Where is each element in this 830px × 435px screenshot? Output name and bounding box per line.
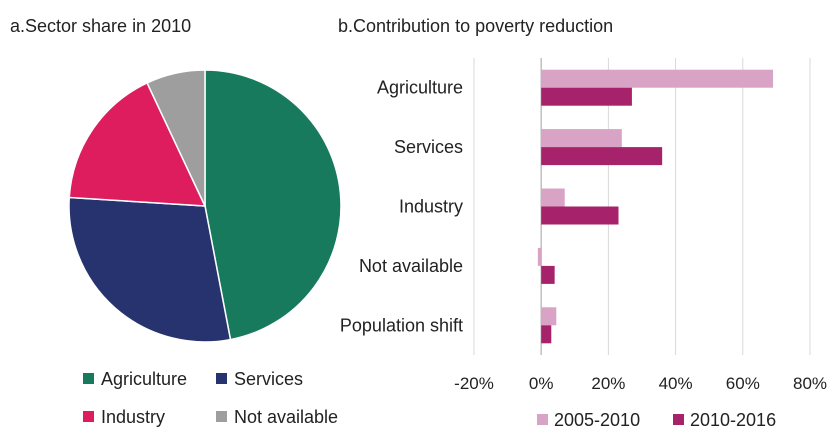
category-label-not-available: Not available — [359, 256, 463, 276]
pie-slices — [68, 69, 342, 343]
pie-legend: Agriculture Services Industry Not available — [83, 369, 338, 427]
bar-legend-label-2010-2016: 2010-2016 — [690, 410, 776, 430]
category-label-agriculture: Agriculture — [377, 78, 463, 98]
category-label-industry: Industry — [399, 197, 463, 217]
pie-legend-label-industry: Industry — [101, 407, 165, 427]
pie-slice-agriculture — [204, 69, 342, 341]
pie-legend-swatch-agriculture — [83, 373, 94, 384]
pie-title: a.Sector share in 2010 — [10, 16, 191, 36]
bar-legend-swatch-2010-2016 — [673, 414, 684, 425]
pie-legend-label-services: Services — [234, 369, 303, 389]
pie-legend-swatch-industry — [83, 411, 94, 422]
bar-2005-2010-not-available — [537, 247, 542, 266]
x-tick-label: 0% — [529, 374, 554, 393]
bar-marks — [537, 69, 774, 344]
bar-2010-2016-population-shift — [541, 325, 552, 344]
pie-slice-not-available — [146, 69, 206, 207]
bar-legend-label-2005-2010: 2005-2010 — [554, 410, 640, 430]
pie-legend-swatch-not-available — [216, 411, 227, 422]
bar-legend: 2005-2010 2010-2016 — [537, 410, 776, 430]
bar-2010-2016-services — [541, 147, 663, 166]
category-label-services: Services — [394, 137, 463, 157]
bar-2005-2010-services — [541, 129, 622, 148]
pie-panel: a.Sector share in 2010 Agriculture Servic… — [10, 16, 342, 427]
pie-legend-swatch-services — [216, 373, 227, 384]
bar-2005-2010-industry — [541, 188, 565, 207]
pie-slice-industry — [68, 81, 207, 207]
bar-category-labels: Agriculture Services Industry Not available… — [340, 78, 463, 336]
x-tick-label: 40% — [659, 374, 693, 393]
bar-panel: b.Contribution to poverty reduction Agri… — [338, 16, 827, 430]
x-tick-label: -20% — [454, 374, 494, 393]
bar-grid — [473, 58, 811, 355]
x-tick-label: 80% — [793, 374, 827, 393]
bar-2010-2016-industry — [541, 206, 619, 225]
category-label-population-shift: Population shift — [340, 315, 463, 335]
pie-legend-label-not-available: Not available — [234, 407, 338, 427]
bar-tick-labels: -20% 0% 20% 40% 60% 80% — [454, 374, 827, 393]
x-tick-label: 60% — [726, 374, 760, 393]
bar-2010-2016-agriculture — [541, 87, 632, 106]
bar-2005-2010-population-shift — [541, 307, 557, 326]
bar-title: b.Contribution to poverty reduction — [338, 16, 613, 36]
pie-legend-label-agriculture: Agriculture — [101, 369, 187, 389]
bar-2005-2010-agriculture — [541, 69, 774, 88]
pie-slice-services — [68, 196, 232, 343]
x-tick-label: 20% — [591, 374, 625, 393]
bar-legend-swatch-2005-2010 — [537, 414, 548, 425]
bar-2010-2016-not-available — [541, 265, 555, 284]
